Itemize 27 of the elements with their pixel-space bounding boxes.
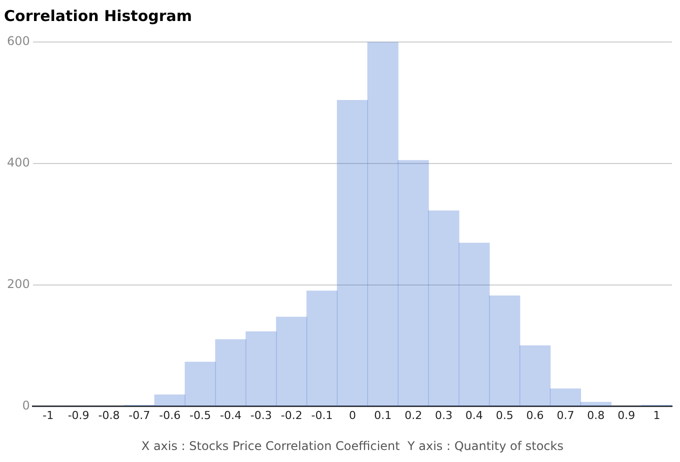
x-tick-label: 0.5 xyxy=(496,408,514,422)
x-tick-label: 0.9 xyxy=(618,408,636,422)
x-tick-label: 0.3 xyxy=(435,408,452,422)
x-tick-label: -0.5 xyxy=(190,408,212,422)
y-tick-label: 600 xyxy=(7,34,30,48)
x-tick-label: 0.7 xyxy=(556,408,574,422)
x-tick-label: -1 xyxy=(42,408,54,422)
x-tick-label: -0.9 xyxy=(68,408,90,422)
y-tick-label: 400 xyxy=(7,156,30,170)
x-tick-label: 0.4 xyxy=(465,408,483,422)
x-tick-label: -0.1 xyxy=(311,408,333,422)
x-tick-label: 0 xyxy=(348,408,356,422)
x-tick-label: -0.4 xyxy=(220,408,242,422)
x-tick-label: 0.2 xyxy=(404,408,422,422)
x-tick-label: 0.8 xyxy=(587,408,605,422)
y-tick-label: 0 xyxy=(22,398,30,413)
chart-title: Correlation Histogram xyxy=(4,6,192,25)
x-tick-label: -0.8 xyxy=(98,408,120,422)
x-tick-label: 1 xyxy=(653,408,660,422)
x-tick-label: 0.1 xyxy=(374,408,392,422)
x-tick-label: -0.7 xyxy=(128,408,150,422)
x-tick-label: -0.3 xyxy=(250,408,272,422)
y-tick-label: 200 xyxy=(7,277,30,292)
x-tick-label: 0.6 xyxy=(526,408,544,422)
x-tick-label: -0.2 xyxy=(280,408,302,422)
x-axis-title: X axis : Stocks Price Correlation Coefficient Y axis : Quantity of stocks xyxy=(141,438,564,453)
x-tick-label: -0.6 xyxy=(159,408,181,422)
